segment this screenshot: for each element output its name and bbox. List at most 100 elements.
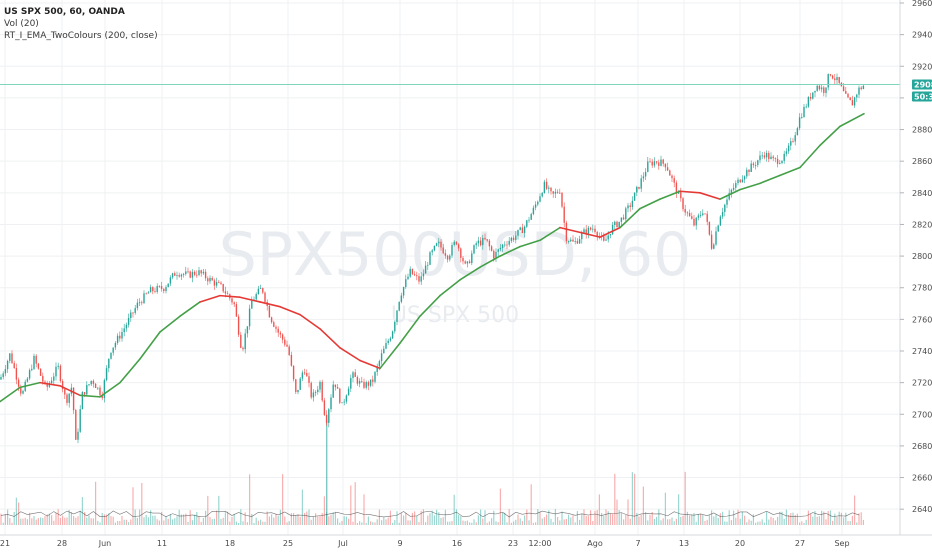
volume-bar xyxy=(532,522,534,525)
volume-bar xyxy=(112,516,114,525)
candle-body xyxy=(176,275,178,276)
candle-body xyxy=(574,241,576,242)
candle-body xyxy=(515,235,517,240)
candle-body xyxy=(196,274,198,276)
candle-body xyxy=(438,241,440,244)
volume-bar xyxy=(326,420,328,525)
candle-body xyxy=(486,239,488,241)
candle-body xyxy=(178,275,180,277)
volume-bar xyxy=(282,474,284,525)
price-tick-label: 2800.0 xyxy=(912,252,932,261)
volume-bar xyxy=(810,514,812,525)
candle-body xyxy=(284,339,286,345)
volume-bar xyxy=(515,519,517,525)
volume-bar xyxy=(548,510,550,525)
candle-body xyxy=(818,85,821,90)
candle-body xyxy=(796,128,799,136)
volume-bar xyxy=(794,514,796,525)
candle-body xyxy=(235,304,238,317)
candle-body xyxy=(367,382,370,386)
candle-body xyxy=(787,145,790,152)
ema-segment xyxy=(299,313,321,330)
candle-body xyxy=(123,328,125,333)
candle-body xyxy=(39,368,42,376)
volume-bar xyxy=(207,495,209,525)
ema-segment xyxy=(719,188,741,200)
volume-bar xyxy=(183,514,185,525)
candle-body xyxy=(145,293,147,295)
candle-body xyxy=(92,380,95,384)
volume-bar xyxy=(843,517,845,525)
volume-bar xyxy=(275,513,277,525)
candle-body xyxy=(792,141,794,142)
candle-body xyxy=(332,384,334,398)
volume-bar xyxy=(273,517,275,525)
price-axis[interactable]: 2960.02940.02920.02900.02880.02860.02840… xyxy=(900,0,932,514)
candle-body xyxy=(220,282,222,284)
candle-body xyxy=(396,310,398,322)
volume-bar xyxy=(422,509,424,525)
candle-body xyxy=(677,192,680,194)
volume-bar xyxy=(198,516,200,525)
price-tick-label: 2720.0 xyxy=(912,379,932,388)
ema-indicator-label[interactable]: RT_I_EMA_TwoColours (200, close) xyxy=(4,31,158,41)
candle-body xyxy=(779,163,781,164)
candle-body xyxy=(407,276,409,280)
candle-body xyxy=(607,235,609,240)
volume-bar xyxy=(374,522,376,525)
volume-bar xyxy=(781,511,783,525)
volume-bar xyxy=(829,510,831,525)
volume-bar xyxy=(308,509,310,525)
candle-body xyxy=(185,271,187,274)
candle-body xyxy=(330,397,332,410)
candle-body xyxy=(101,395,103,399)
volume-bar xyxy=(691,514,693,525)
time-axis[interactable]: 21 28 Jun 11 18 25 Jul 9 16 23 12:00 Ago 7 13 20 27 Sep xyxy=(0,534,932,548)
volume-bar xyxy=(517,514,519,525)
volume-bar xyxy=(750,520,752,525)
volume-bar xyxy=(75,517,77,525)
volume-bar xyxy=(535,522,537,525)
candle-body xyxy=(365,382,367,388)
volume-bar xyxy=(543,517,545,525)
volume-bar xyxy=(625,514,627,525)
candle-body xyxy=(721,211,724,217)
candle-body xyxy=(501,244,504,248)
volume-bar xyxy=(321,513,323,525)
volume-bar xyxy=(246,522,248,525)
candle-body xyxy=(292,365,295,380)
candle-body xyxy=(570,239,572,242)
candle-body xyxy=(715,231,717,245)
volume-bar xyxy=(57,509,59,525)
candle-body xyxy=(585,229,587,235)
volume-bar xyxy=(726,521,728,525)
candle-body xyxy=(765,152,768,158)
candle-body xyxy=(422,273,425,277)
candle-body xyxy=(838,77,840,83)
symbol-title[interactable]: US SPX 500, 60, OANDA xyxy=(4,7,125,17)
candle-body xyxy=(702,213,704,216)
volume-bar xyxy=(495,521,497,525)
time-tick-label: Jun xyxy=(98,539,112,548)
candle-body xyxy=(193,271,196,275)
volume-bar xyxy=(805,519,807,525)
candle-body xyxy=(88,384,90,386)
candle-body xyxy=(858,87,860,95)
volume-bar xyxy=(178,509,180,525)
volume-bar xyxy=(301,489,303,525)
volume-bar xyxy=(18,502,20,525)
time-tick-label: 18 xyxy=(225,539,235,548)
volume-bar xyxy=(161,511,163,525)
candle-body xyxy=(519,227,521,230)
candle-body xyxy=(761,155,763,157)
volume-bar xyxy=(546,514,548,525)
volume-bar xyxy=(585,515,587,525)
volume-bar xyxy=(418,522,420,525)
volume-indicator-label[interactable]: Vol (20) xyxy=(4,19,39,29)
candle-body xyxy=(433,245,436,251)
candle-body xyxy=(807,96,810,107)
volume-bar xyxy=(466,520,468,525)
volume-bar xyxy=(152,515,154,525)
